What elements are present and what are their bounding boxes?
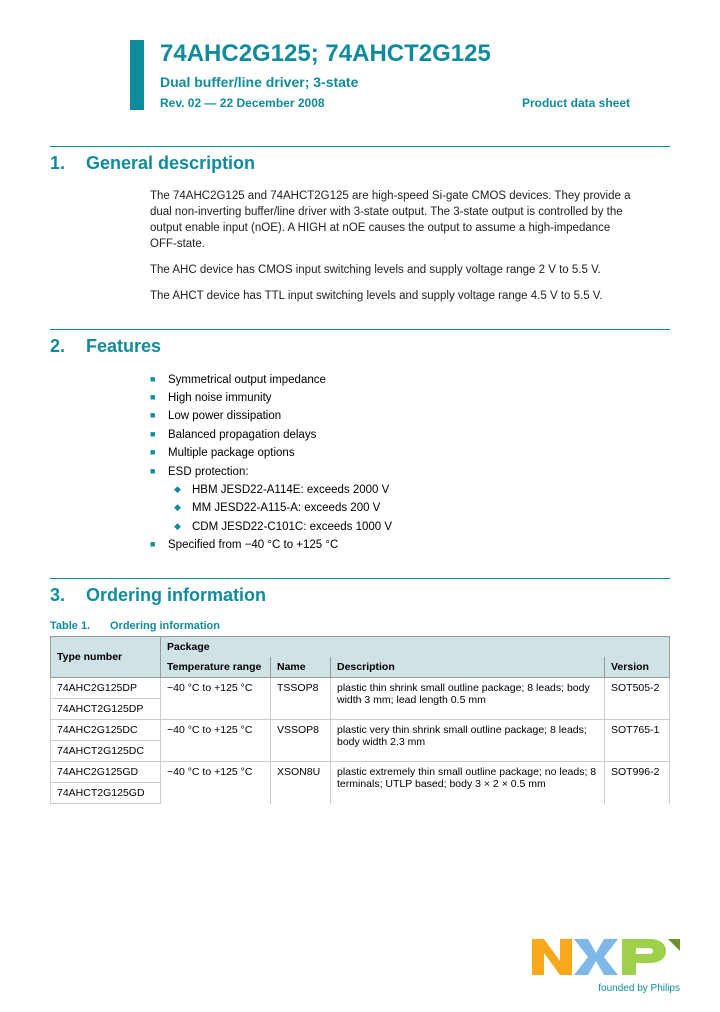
cell-name: VSSOP8 — [271, 720, 331, 762]
table-caption-text: Ordering information — [110, 620, 220, 632]
cell-type: 74AHCT2G125DP — [51, 699, 161, 720]
esd-sublist: HBM JESD22-A114E: exceeds 2000 V MM JESD… — [174, 481, 670, 536]
section-num: 1. — [50, 153, 86, 174]
table-row: 74AHC2G125GD −40 °C to +125 °C XSON8U pl… — [51, 762, 670, 783]
nxp-logo-icon — [530, 931, 680, 981]
list-item: Multiple package options — [150, 444, 670, 462]
list-item: HBM JESD22-A114E: exceeds 2000 V — [174, 481, 670, 499]
list-item: Low power dissipation — [150, 407, 670, 425]
table-row: 74AHC2G125DC −40 °C to +125 °C VSSOP8 pl… — [51, 720, 670, 741]
revision-text: Rev. 02 — 22 December 2008 — [160, 96, 325, 110]
logo-tagline: founded by Philips — [530, 983, 680, 994]
section-title: Features — [86, 336, 161, 356]
cell-type: 74AHCT2G125DC — [51, 741, 161, 762]
cell-temp: −40 °C to +125 °C — [161, 678, 271, 720]
cell-name: TSSOP8 — [271, 678, 331, 720]
doc-subtitle: Dual buffer/line driver; 3-state — [160, 74, 670, 90]
section-num: 2. — [50, 336, 86, 357]
table-caption: Table 1.Ordering information — [50, 620, 670, 632]
th-package: Package — [161, 637, 670, 658]
table-number: Table 1. — [50, 620, 110, 632]
th-desc: Description — [331, 657, 605, 678]
cell-temp: −40 °C to +125 °C — [161, 720, 271, 762]
list-item: Symmetrical output impedance — [150, 371, 670, 389]
list-item: High noise immunity — [150, 389, 670, 407]
cell-type: 74AHC2G125DP — [51, 678, 161, 699]
cell-name: XSON8U — [271, 762, 331, 804]
cell-temp: −40 °C to +125 °C — [161, 762, 271, 804]
table-header-row: Type number Package — [51, 637, 670, 658]
cell-desc: plastic extremely thin small outline pac… — [331, 762, 605, 804]
th-type: Type number — [51, 637, 161, 678]
cell-type: 74AHC2G125DC — [51, 720, 161, 741]
cell-type: 74AHC2G125GD — [51, 762, 161, 783]
section-heading-1: 1.General description — [50, 146, 670, 174]
doc-type-text: Product data sheet — [522, 96, 630, 110]
list-item: MM JESD22-A115-A: exceeds 200 V — [174, 499, 670, 517]
paragraph: The AHC device has CMOS input switching … — [150, 262, 640, 278]
ordering-table: Type number Package Temperature range Na… — [50, 636, 670, 804]
cell-version: SOT996-2 — [605, 762, 670, 804]
doc-title: 74AHC2G125; 74AHCT2G125 — [160, 40, 670, 68]
section-heading-3: 3.Ordering information — [50, 578, 670, 606]
section-title: Ordering information — [86, 585, 266, 605]
table-row: 74AHC2G125DP −40 °C to +125 °C TSSOP8 pl… — [51, 678, 670, 699]
cell-version: SOT505-2 — [605, 678, 670, 720]
section-num: 3. — [50, 585, 86, 606]
document-header: 74AHC2G125; 74AHCT2G125 Dual buffer/line… — [130, 40, 670, 110]
cell-desc: plastic very thin shrink small outline p… — [331, 720, 605, 762]
revision-line: Rev. 02 — 22 December 2008 Product data … — [160, 96, 630, 110]
th-temp: Temperature range — [161, 657, 271, 678]
list-item: ESD protection: — [150, 463, 670, 481]
th-name: Name — [271, 657, 331, 678]
th-version: Version — [605, 657, 670, 678]
cell-type: 74AHCT2G125GD — [51, 783, 161, 804]
paragraph: The AHCT device has TTL input switching … — [150, 288, 640, 304]
feature-list: Symmetrical output impedance High noise … — [150, 371, 670, 555]
list-item: CDM JESD22-C101C: exceeds 1000 V — [174, 518, 670, 536]
section-heading-2: 2.Features — [50, 329, 670, 357]
list-item: Specified from −40 °C to +125 °C — [150, 536, 670, 554]
list-item: Balanced propagation delays — [150, 426, 670, 444]
paragraph: The 74AHC2G125 and 74AHCT2G125 are high-… — [150, 188, 640, 252]
nxp-logo: founded by Philips — [530, 931, 680, 994]
section-title: General description — [86, 153, 255, 173]
cell-version: SOT765-1 — [605, 720, 670, 762]
cell-desc: plastic thin shrink small outline packag… — [331, 678, 605, 720]
